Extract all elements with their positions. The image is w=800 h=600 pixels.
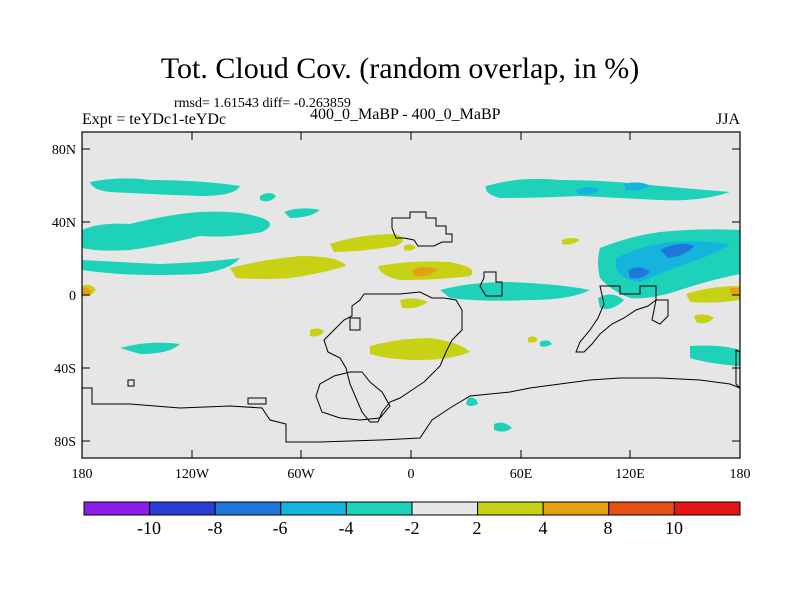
colorbar-label: 8 <box>604 518 613 538</box>
colorbar-swatch <box>608 501 675 516</box>
colorbar-label: -4 <box>339 518 354 538</box>
patch-small-1 <box>260 193 276 202</box>
patch-north-pacific <box>90 178 240 196</box>
patch-asia-mid <box>576 187 600 195</box>
season-label: JJA <box>716 111 741 128</box>
patch-orange-east <box>730 288 740 296</box>
coast-tiny-2 <box>247 397 267 405</box>
lat-label-40n: 40N <box>52 216 76 231</box>
colorbar-swatch <box>345 501 413 516</box>
lat-label-80n: 80N <box>52 143 76 158</box>
lat-ticks <box>82 148 740 442</box>
lon-label-0: 0 <box>408 467 415 482</box>
coast-small-island <box>349 317 361 331</box>
colorbar-swatch <box>673 501 741 516</box>
lat-label-40s: 40S <box>54 362 76 377</box>
patch-asia-north <box>485 178 730 201</box>
experiment-label: Expt = teYDc1-teYDc <box>82 111 227 128</box>
lon-ticks <box>191 132 631 458</box>
lon-label-120w: 120W <box>175 467 210 482</box>
patch-south-1 <box>466 397 478 406</box>
difference-label: 400_0_MaBP - 400_0_MaBP <box>310 106 501 123</box>
strong-positive-patches <box>82 267 740 296</box>
lat-label-0: 0 <box>69 289 76 304</box>
lon-label-60w: 60W <box>287 467 315 482</box>
lon-label-180e: 180 <box>730 467 751 482</box>
patch-atlantic-eq <box>400 298 428 309</box>
patch-small-south <box>694 314 714 324</box>
patch-small-na <box>404 244 416 251</box>
coast-asia-east <box>575 285 657 353</box>
coast-africa-like <box>323 291 463 423</box>
lat-label-80s: 80S <box>54 435 76 450</box>
colorbar-label: -8 <box>208 518 223 538</box>
coast-tiny-1 <box>127 379 135 387</box>
patch-america-1 <box>330 234 403 252</box>
colorbar-swatch <box>280 501 347 516</box>
patch-pacific-sub <box>82 258 240 275</box>
coast-central-america <box>479 271 503 297</box>
patch-orange-eq <box>82 287 92 295</box>
plot-title: Tot. Cloud Cov. (random overlap, in %) <box>160 52 640 85</box>
coast-north-america <box>391 211 453 247</box>
coast-asia-ne <box>651 299 669 325</box>
colorbar-label: -6 <box>273 518 288 538</box>
patch-aus <box>528 336 538 343</box>
patch-pacific-north <box>82 211 270 251</box>
lon-label-120e: 120E <box>615 467 645 482</box>
colorbar-swatch <box>542 501 610 516</box>
patch-asia-mid-2 <box>624 182 650 191</box>
coast-south-land <box>315 371 391 421</box>
patch-wp-deep-2 <box>628 267 650 279</box>
patch-pacific-south <box>120 342 180 354</box>
patch-south-3 <box>598 294 624 309</box>
patch-small-2 <box>284 208 320 218</box>
coastlines <box>82 211 741 443</box>
patch-indian <box>562 238 580 245</box>
coast-antarctica <box>82 377 741 443</box>
colorbar-swatch <box>411 501 479 516</box>
colorbar-label: 2 <box>473 518 482 538</box>
stats-label: rmsd= 1.61543 diff= -0.263859 <box>174 96 351 111</box>
patch-east-pacific <box>686 286 740 303</box>
patch-south-atlantic <box>690 345 740 366</box>
patch-central-pacific <box>230 256 346 279</box>
strong-negative-patches <box>576 182 730 282</box>
patch-south-2 <box>494 422 512 432</box>
colorbar-label: -2 <box>405 518 420 538</box>
patch-indian-small <box>540 340 552 347</box>
colorbar-swatch <box>477 501 544 516</box>
patch-south-america-east <box>310 328 324 337</box>
patch-atlantic-eq <box>440 282 590 301</box>
colorbar-swatch <box>83 501 151 516</box>
colorbar-label: 10 <box>665 518 683 538</box>
colorbar-swatch <box>214 501 282 516</box>
colorbar-swatch <box>149 501 216 516</box>
colorbar <box>83 501 741 516</box>
colorbar-label: -10 <box>137 518 161 538</box>
colorbar-label: 4 <box>539 518 548 538</box>
lon-label-180w: 180 <box>72 467 93 482</box>
colorbar-labels: -10 -8 -6 -4 -2 2 4 8 10 <box>137 518 683 538</box>
patch-orange-atlantic <box>412 267 438 277</box>
lon-label-60e: 60E <box>510 467 533 482</box>
patch-wp-deep <box>660 243 694 258</box>
